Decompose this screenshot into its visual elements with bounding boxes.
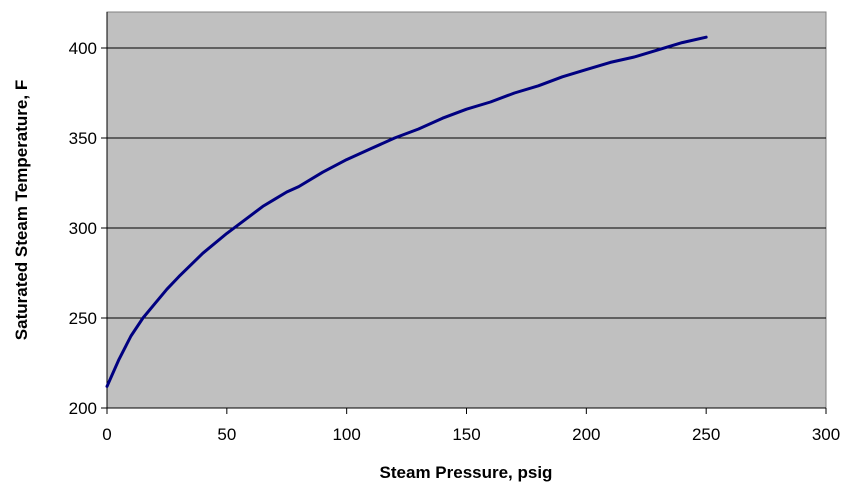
x-tick-label: 200: [572, 425, 600, 444]
y-tick-label: 300: [69, 219, 97, 238]
y-tick-labels: 200 250 300 350 400: [69, 39, 97, 418]
x-axis-title: Steam Pressure, psig: [380, 463, 553, 482]
x-tick-label: 150: [452, 425, 480, 444]
y-tick-label: 400: [69, 39, 97, 58]
y-tick-label: 350: [69, 129, 97, 148]
y-axis-title: Saturated Steam Temperature, F: [12, 80, 31, 340]
x-tick-labels: 0 50 100 150 200 250 300: [102, 425, 840, 444]
x-tick-label: 0: [102, 425, 111, 444]
y-tick-label: 250: [69, 309, 97, 328]
series-layer: [105, 35, 708, 388]
x-tick-label: 50: [217, 425, 236, 444]
y-tick-label: 200: [69, 399, 97, 418]
gridlines: [107, 47, 826, 319]
x-tick-label: 100: [332, 425, 360, 444]
axes: [101, 12, 827, 414]
x-tick-label: 300: [812, 425, 840, 444]
x-tick-label: 250: [692, 425, 720, 444]
series-line: [105, 35, 708, 388]
plot-area: [106, 11, 827, 409]
